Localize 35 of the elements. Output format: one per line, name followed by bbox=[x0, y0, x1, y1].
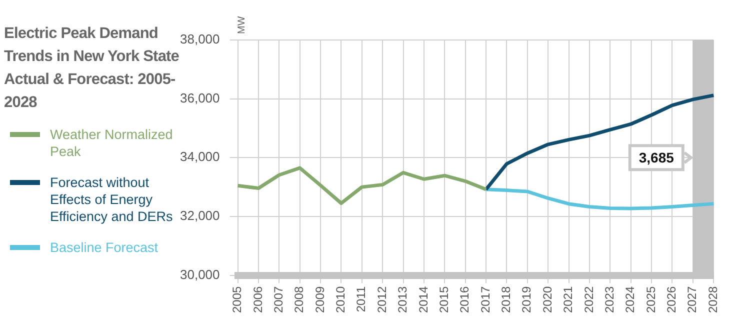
x-tick-label: 2007 bbox=[271, 286, 286, 314]
y-tick-label: 38,000 bbox=[180, 32, 220, 47]
x-tick-label: 2013 bbox=[396, 286, 410, 314]
x-tick-label: 2019 bbox=[520, 286, 534, 314]
y-tick-label: 30,000 bbox=[180, 266, 220, 282]
legend-label: Forecast without Effects of Energy Efficiency and DERs bbox=[50, 175, 173, 224]
x-tick-label: 2006 bbox=[250, 286, 265, 314]
text: Electric Peak Demand Trends in New York State Actual & Forecast: 2005-2028 bbox=[4, 25, 180, 111]
x-tick-label: 2005 bbox=[230, 286, 244, 314]
x-tick-label: 2012 bbox=[374, 286, 389, 314]
x-tick-label: 2009 bbox=[312, 286, 327, 314]
y-tick-label: 32,000 bbox=[180, 208, 220, 224]
x-tick-label: 2028 bbox=[706, 286, 720, 314]
x-tick-label: 2027 bbox=[685, 286, 700, 314]
x-tick-label: 2026 bbox=[664, 286, 679, 314]
x-tick-label: 2010 bbox=[334, 286, 348, 314]
x-tick-label: 2020 bbox=[540, 286, 554, 314]
x-tick-label: 2015 bbox=[436, 286, 451, 314]
legend-label: Baseline Forecast bbox=[50, 239, 158, 256]
y-tick-label: 34,000 bbox=[180, 149, 220, 164]
legend-label: Weather Normalized Peak bbox=[50, 127, 173, 159]
x-tick-label: 2017 bbox=[478, 286, 492, 314]
x-tick-label: 2022 bbox=[582, 286, 596, 314]
y-axis-title: MW bbox=[236, 16, 248, 34]
x-tick-label: 2024 bbox=[623, 286, 638, 314]
x-tick-label: 2023 bbox=[602, 286, 616, 314]
y-tick-label: 36,000 bbox=[180, 90, 220, 106]
x-tick-label: 2016 bbox=[458, 286, 472, 314]
x-tick-label: 2008 bbox=[292, 286, 306, 314]
x-tick-label: 2011 bbox=[354, 286, 368, 312]
x-tick-label: 2021 bbox=[561, 286, 576, 314]
x-tick-label: 2014 bbox=[416, 286, 430, 314]
annotation: 3,685 bbox=[638, 150, 674, 166]
x-tick-label: 2025 bbox=[644, 286, 658, 314]
x-tick-label: 2018 bbox=[499, 286, 514, 314]
